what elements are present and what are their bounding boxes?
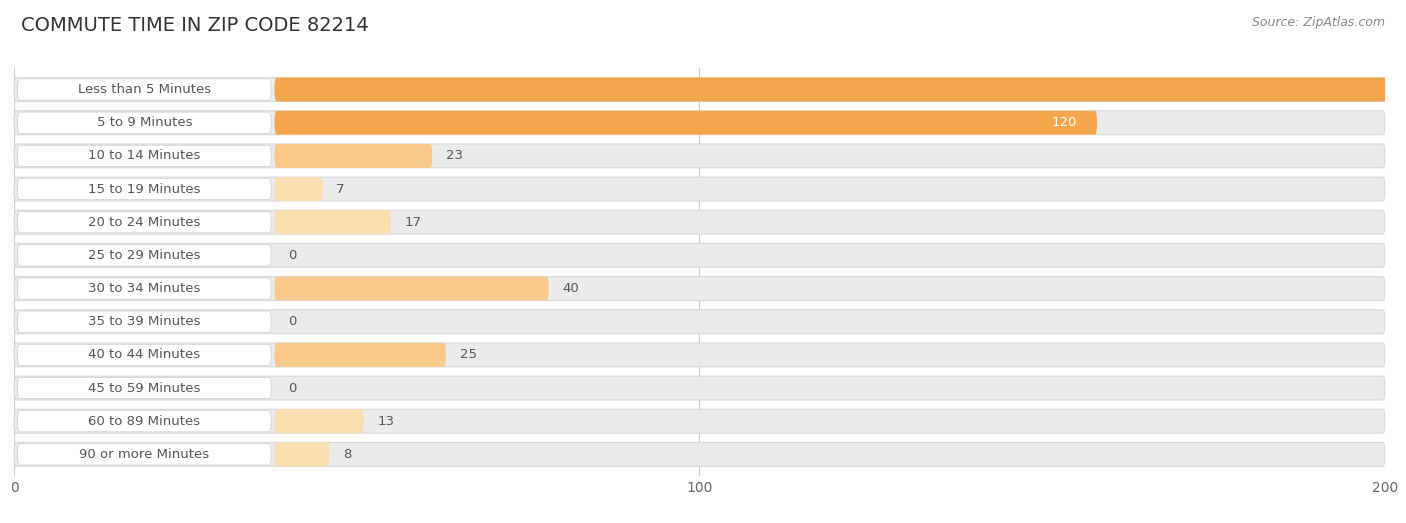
Text: 25 to 29 Minutes: 25 to 29 Minutes (89, 249, 201, 262)
FancyBboxPatch shape (14, 210, 1385, 234)
FancyBboxPatch shape (14, 277, 1385, 301)
FancyBboxPatch shape (14, 111, 1385, 134)
FancyBboxPatch shape (14, 77, 1385, 101)
FancyBboxPatch shape (274, 343, 446, 367)
FancyBboxPatch shape (14, 442, 1385, 467)
FancyBboxPatch shape (17, 278, 271, 299)
Text: 0: 0 (288, 249, 297, 262)
FancyBboxPatch shape (17, 178, 271, 200)
FancyBboxPatch shape (14, 144, 1385, 168)
FancyBboxPatch shape (17, 79, 271, 100)
Text: 35 to 39 Minutes: 35 to 39 Minutes (89, 315, 201, 328)
FancyBboxPatch shape (14, 343, 1385, 367)
Text: 30 to 34 Minutes: 30 to 34 Minutes (89, 282, 201, 295)
FancyBboxPatch shape (17, 145, 271, 166)
Text: 40: 40 (562, 282, 579, 295)
FancyBboxPatch shape (17, 311, 271, 332)
Text: 45 to 59 Minutes: 45 to 59 Minutes (89, 382, 201, 394)
Text: 23: 23 (446, 150, 463, 162)
Text: 0: 0 (288, 382, 297, 394)
FancyBboxPatch shape (274, 210, 391, 234)
FancyBboxPatch shape (17, 212, 271, 233)
FancyBboxPatch shape (14, 376, 1385, 400)
FancyBboxPatch shape (14, 310, 1385, 334)
Text: 25: 25 (460, 348, 477, 361)
Text: 40 to 44 Minutes: 40 to 44 Minutes (89, 348, 200, 361)
Text: 120: 120 (1052, 116, 1077, 129)
Text: 10 to 14 Minutes: 10 to 14 Minutes (89, 150, 201, 162)
FancyBboxPatch shape (274, 277, 548, 301)
FancyBboxPatch shape (17, 444, 271, 465)
FancyBboxPatch shape (274, 111, 1097, 134)
FancyBboxPatch shape (17, 112, 271, 133)
FancyBboxPatch shape (17, 344, 271, 366)
Text: 13: 13 (377, 415, 394, 428)
FancyBboxPatch shape (274, 410, 364, 433)
Text: 5 to 9 Minutes: 5 to 9 Minutes (97, 116, 193, 129)
FancyBboxPatch shape (17, 245, 271, 266)
FancyBboxPatch shape (274, 442, 329, 467)
Text: Source: ZipAtlas.com: Source: ZipAtlas.com (1251, 16, 1385, 29)
FancyBboxPatch shape (14, 410, 1385, 433)
Text: 90 or more Minutes: 90 or more Minutes (79, 448, 209, 461)
FancyBboxPatch shape (274, 77, 1406, 101)
FancyBboxPatch shape (17, 411, 271, 432)
Text: 20 to 24 Minutes: 20 to 24 Minutes (89, 215, 201, 229)
Text: 15 to 19 Minutes: 15 to 19 Minutes (89, 183, 201, 196)
Text: 0: 0 (288, 315, 297, 328)
Text: 60 to 89 Minutes: 60 to 89 Minutes (89, 415, 200, 428)
Text: COMMUTE TIME IN ZIP CODE 82214: COMMUTE TIME IN ZIP CODE 82214 (21, 16, 368, 35)
Text: 7: 7 (336, 183, 344, 196)
FancyBboxPatch shape (14, 177, 1385, 201)
FancyBboxPatch shape (14, 243, 1385, 267)
Text: 8: 8 (343, 448, 352, 461)
FancyBboxPatch shape (274, 144, 432, 168)
FancyBboxPatch shape (17, 378, 271, 399)
Text: 17: 17 (405, 215, 422, 229)
Text: Less than 5 Minutes: Less than 5 Minutes (77, 83, 211, 96)
FancyBboxPatch shape (274, 177, 322, 201)
